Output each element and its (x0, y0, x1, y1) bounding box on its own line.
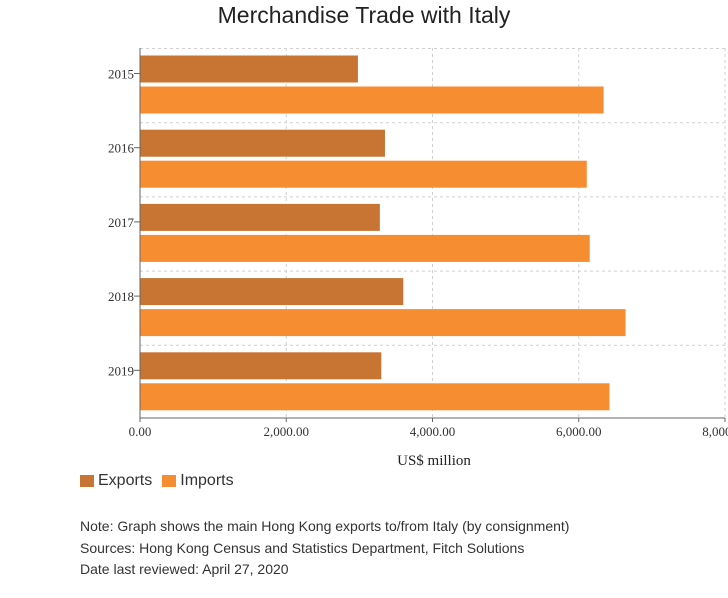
y-tick-label: 2015 (108, 67, 134, 82)
chart-title: Merchandise Trade with Italy (217, 2, 511, 28)
x-tick-label: 2,000.00 (264, 424, 310, 439)
x-tick-label: 0.00 (129, 424, 152, 439)
bar-exports-2018 (140, 278, 404, 306)
bar-imports-2015 (140, 86, 604, 114)
date-reviewed-text: Date last reviewed: April 27, 2020 (80, 561, 289, 577)
y-tick-label: 2018 (108, 289, 134, 304)
chart-plot: 0.00 2,000.00 4,000.00 6,000.00 8,000.00 2015… (108, 48, 728, 469)
legend: Exports Imports (80, 472, 244, 490)
x-tick-label: 8,000.00 (702, 424, 728, 439)
x-axis-title: US$ million (397, 453, 471, 469)
note-text: Note: Graph shows the main Hong Kong exp… (80, 518, 570, 534)
bar-exports-2016 (140, 129, 385, 157)
bar-exports-2015 (140, 55, 358, 83)
legend-item-exports: Exports (80, 472, 152, 490)
x-tick-label: 6,000.00 (556, 424, 602, 439)
y-tick-label: 2016 (108, 141, 135, 156)
axes: 0.00 2,000.00 4,000.00 6,000.00 8,000.00 2015… (108, 48, 728, 439)
legend-item-imports: Imports (162, 472, 234, 490)
bar-imports-2018 (140, 309, 626, 337)
bar-exports-2017 (140, 203, 380, 231)
legend-label: Imports (180, 472, 234, 489)
sources-text: Sources: Hong Kong Census and Statistics… (80, 539, 525, 556)
bar-exports-2019 (140, 352, 382, 380)
bars (140, 55, 626, 411)
bar-imports-2017 (140, 234, 590, 262)
bar-imports-2016 (140, 160, 587, 188)
x-tick-label: 4,000.00 (410, 424, 456, 439)
legend-swatch (162, 475, 177, 487)
y-tick-label: 2017 (108, 215, 135, 230)
bar-imports-2019 (140, 383, 610, 411)
legend-swatch (80, 475, 94, 487)
notes: Note: Graph shows the main Hong Kong exp… (80, 516, 569, 581)
y-tick-label: 2019 (108, 363, 134, 378)
legend-label: Exports (98, 472, 153, 489)
